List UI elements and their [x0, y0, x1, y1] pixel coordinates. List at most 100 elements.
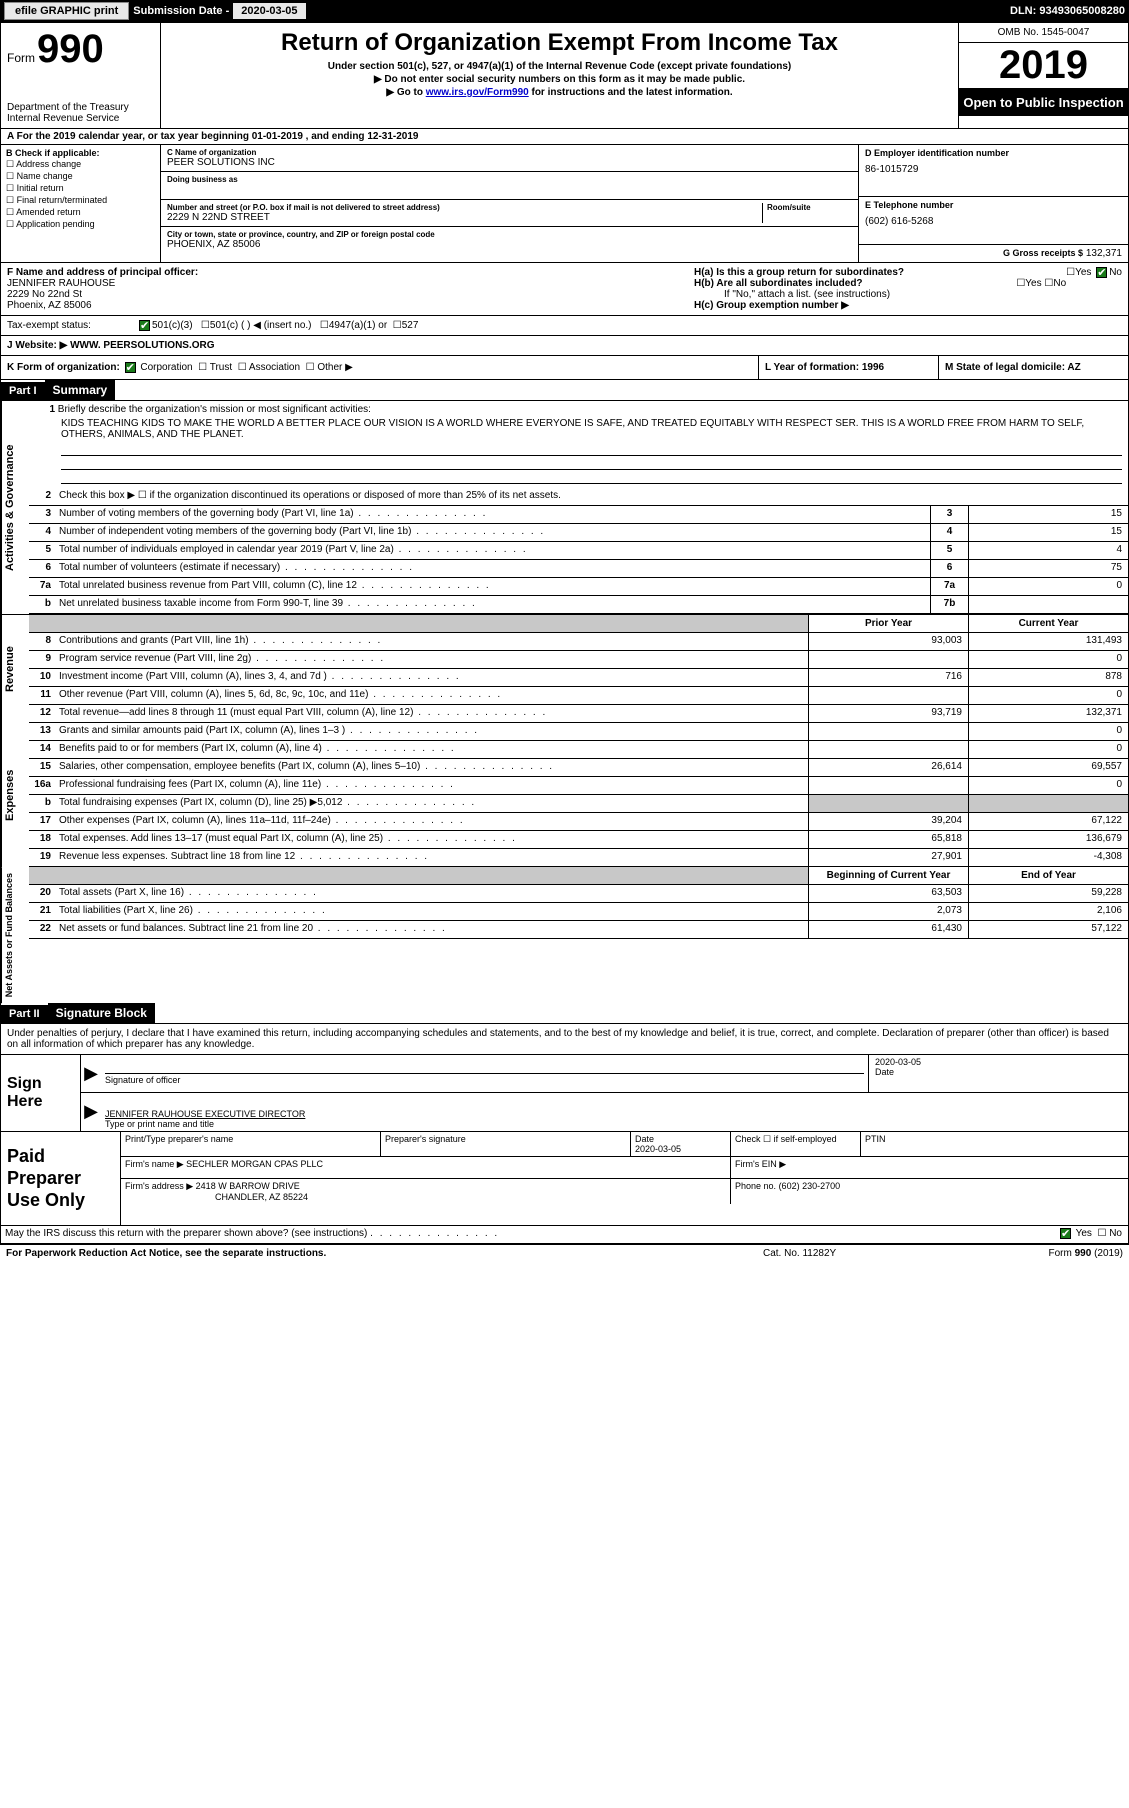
opt-other: Other ▶: [317, 362, 352, 373]
block-bcd: B Check if applicable: Address change Na…: [1, 145, 1128, 263]
line-4: 4 Number of independent voting members o…: [29, 524, 1128, 542]
col-c: C Name of organization PEER SOLUTIONS IN…: [161, 145, 858, 262]
dln-label: DLN: 93493065008280: [1010, 5, 1125, 17]
form-page: Form990 Department of the TreasuryIntern…: [0, 22, 1129, 1245]
d-lbl: D Employer identification number: [865, 148, 1122, 158]
sign-fields: ▶ Signature of officer 2020-03-05Date ▶ …: [81, 1055, 1128, 1131]
header-left: Form990 Department of the TreasuryIntern…: [1, 23, 161, 128]
chk-final[interactable]: Final return/terminated: [6, 195, 155, 206]
line-19: 19 Revenue less expenses. Subtract line …: [29, 849, 1128, 867]
opt-501c3: 501(c)(3): [152, 320, 193, 331]
uline2: [61, 456, 1122, 470]
chk-initial[interactable]: Initial return: [6, 183, 155, 194]
addr-box: Number and street (or P.O. box if mail i…: [161, 200, 858, 227]
line-9: 9 Program service revenue (Part VIII, li…: [29, 651, 1128, 669]
declaration: Under penalties of perjury, I declare th…: [1, 1024, 1128, 1055]
form-header: Form990 Department of the TreasuryIntern…: [1, 23, 1128, 129]
sig-row2: ▶ JENNIFER RAUHOUSE EXECUTIVE DIRECTORTy…: [81, 1093, 1128, 1131]
k-lbl: K Form of organization:: [7, 362, 120, 373]
vtab-net: Net Assets or Fund Balances: [1, 867, 29, 1003]
chk-name[interactable]: Name change: [6, 171, 155, 182]
chk-pending[interactable]: Application pending: [6, 219, 155, 230]
sign-block: Sign Here ▶ Signature of officer 2020-03…: [1, 1055, 1128, 1132]
form-number: 990: [37, 27, 104, 72]
prior-year-hdr: Prior Year: [808, 615, 968, 632]
discuss-text: May the IRS discuss this return with the…: [1, 1226, 968, 1243]
line-11: 11 Other revenue (Part VIII, column (A),…: [29, 687, 1128, 705]
corp-check[interactable]: [125, 362, 136, 373]
line-20: 20 Total assets (Part X, line 16) 63,503…: [29, 885, 1128, 903]
tax-year: 2019: [959, 43, 1128, 89]
line-14: 14 Benefits paid to or for members (Part…: [29, 741, 1128, 759]
ha-no-check[interactable]: [1096, 267, 1107, 278]
discuss-yn[interactable]: Yes ☐ No: [968, 1226, 1128, 1243]
sig-officer[interactable]: Signature of officer: [101, 1055, 868, 1092]
exp-section: Expenses 13 Grants and similar amounts p…: [1, 723, 1128, 867]
form-word: Form: [7, 51, 35, 65]
chk-address[interactable]: Address change: [6, 159, 155, 170]
opt-501c: 501(c) ( ) ◀ (insert no.): [210, 320, 312, 331]
part2-num: Part II: [1, 1005, 48, 1023]
footer-right: Form 990 (2019): [963, 1248, 1123, 1259]
firm-phone: Phone no. (602) 230-2700: [731, 1179, 1128, 1204]
sig-date: 2020-03-05Date: [868, 1055, 1128, 1092]
irs-link[interactable]: www.irs.gov/Form990: [426, 87, 529, 98]
end-year-hdr: End of Year: [968, 867, 1128, 884]
dba-box: Doing business as: [161, 172, 858, 200]
klm-row: K Form of organization: Corporation ☐ Tr…: [1, 356, 1128, 380]
begin-year-hdr: Beginning of Current Year: [808, 867, 968, 884]
prep-name-hdr: Print/Type preparer's name: [121, 1132, 381, 1156]
header-right: OMB No. 1545-0047 2019 Open to Public In…: [958, 23, 1128, 128]
prep-self[interactable]: Check ☐ if self-employed: [731, 1132, 861, 1156]
line-16a: 16a Professional fundraising fees (Part …: [29, 777, 1128, 795]
phone-value: (602) 616-5268: [865, 216, 1122, 227]
submission-label: Submission Date -: [133, 5, 229, 17]
subtitle-2: Do not enter social security numbers on …: [169, 74, 950, 85]
line-10: 10 Investment income (Part VIII, column …: [29, 669, 1128, 687]
status-lbl: Tax-exempt status:: [7, 320, 137, 331]
line-22: 22 Net assets or fund balances. Subtract…: [29, 921, 1128, 939]
501c3-check[interactable]: [139, 320, 150, 331]
opt-corp: Corporation: [140, 362, 192, 373]
part1-bar: Part ISummary: [1, 380, 1128, 401]
addr-lbl: Number and street (or P.O. box if mail i…: [167, 203, 762, 212]
room-lbl: Room/suite: [767, 203, 852, 212]
vtab-gov: Activities & Governance: [1, 401, 29, 614]
current-year-hdr: Current Year: [968, 615, 1128, 632]
footer-left: For Paperwork Reduction Act Notice, see …: [6, 1248, 763, 1259]
rev-hdr: Prior Year Current Year: [29, 615, 1128, 633]
prep-sig-hdr: Preparer's signature: [381, 1132, 631, 1156]
line-15: 15 Salaries, other compensation, employe…: [29, 759, 1128, 777]
part2-bar: Part IISignature Block: [1, 1003, 1128, 1024]
m-state: M State of legal domicile: AZ: [938, 356, 1128, 379]
h-b-note: If "No," attach a list. (see instruction…: [694, 289, 1122, 300]
fh-row: F Name and address of principal officer:…: [1, 263, 1128, 316]
gov-section: Activities & Governance 1 Briefly descri…: [1, 401, 1128, 614]
top-bar: efile GRAPHIC print Submission Date - 20…: [0, 0, 1129, 22]
uline1: [61, 442, 1122, 456]
officer-addr2: Phoenix, AZ 85006: [7, 300, 682, 311]
open-inspection: Open to Public Inspection: [959, 89, 1128, 116]
line-5: 5 Total number of individuals employed i…: [29, 542, 1128, 560]
chk-amended[interactable]: Amended return: [6, 207, 155, 218]
j-lbl: J Website: ▶: [7, 340, 67, 351]
rev-section: Revenue Prior Year Current Year 8 Contri…: [1, 614, 1128, 723]
omb-number: OMB No. 1545-0047: [959, 23, 1128, 43]
net-section: Net Assets or Fund Balances Beginning of…: [1, 867, 1128, 1003]
net-hdr: Beginning of Current Year End of Year: [29, 867, 1128, 885]
line-2: 2 Check this box ▶ ☐ if the organization…: [29, 488, 1128, 506]
c-name-box: C Name of organization PEER SOLUTIONS IN…: [161, 145, 858, 172]
firm-name: Firm's name ▶ SECHLER MORGAN CPAS PLLC: [121, 1157, 731, 1178]
preparer-block: Paid Preparer Use Only Print/Type prepar…: [1, 1132, 1128, 1226]
part1-num: Part I: [1, 382, 45, 400]
line-b: b Net unrelated business taxable income …: [29, 596, 1128, 614]
e-lbl: E Telephone number: [865, 200, 1122, 210]
city-box: City or town, state or province, country…: [161, 227, 858, 253]
h-section: H(a) Is this a group return for subordin…: [688, 263, 1128, 315]
col-right: D Employer identification number 86-1015…: [858, 145, 1128, 262]
efile-button[interactable]: efile GRAPHIC print: [4, 2, 129, 20]
line-8: 8 Contributions and grants (Part VIII, l…: [29, 633, 1128, 651]
part1-title: Summary: [45, 380, 116, 400]
briefly-line: 1 Briefly describe the organization's mi…: [29, 401, 1128, 418]
discuss-row: May the IRS discuss this return with the…: [1, 1226, 1128, 1244]
